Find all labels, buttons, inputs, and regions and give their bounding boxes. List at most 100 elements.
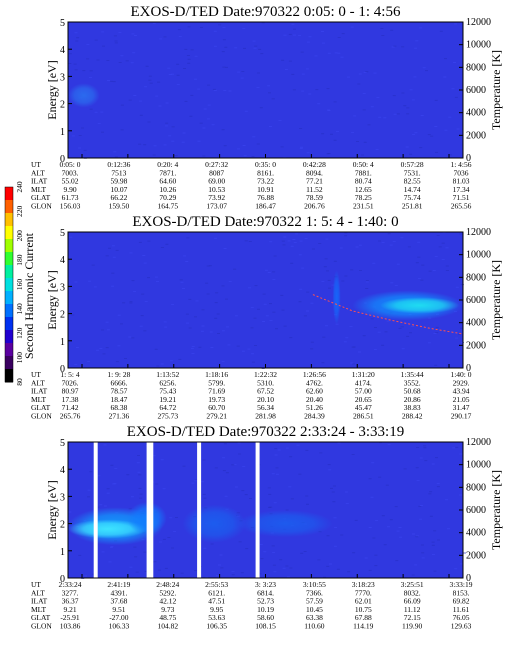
noise-cell [200,27,203,28]
noise-cell [455,446,459,448]
noise-cell [277,449,281,451]
noise-cell [327,110,331,112]
orbit-value: 159.50 [109,202,130,211]
orbit-value: 82.55 [404,177,421,186]
noise-cell [122,302,126,304]
noise-cell [163,144,167,146]
orbit-value: 164.75 [157,202,178,211]
noise-cell [213,45,217,47]
noise-cell [332,501,336,503]
noise-cell [419,518,423,520]
noise-cell [263,551,267,553]
orbit-value: 60.70 [208,403,225,412]
noise-cell [317,103,321,105]
noise-cell [163,36,167,38]
noise-cell [444,58,447,60]
noise-cell [222,470,226,472]
orbit-value: 53.63 [208,613,225,622]
noise-cell [202,459,206,461]
noise-cell [259,543,263,545]
orbit-value: 279.21 [206,412,227,421]
orbit-value: 7871. [159,168,176,177]
noise-cell [68,53,72,55]
noise-cell [129,566,133,568]
noise-cell [234,47,238,49]
y2-tick-label: 12000 [466,227,491,238]
noise-cell [358,73,362,75]
orbit-value: 9.95 [210,605,223,614]
noise-cell [185,313,189,315]
noise-cell [284,69,288,70]
noise-cell [448,116,452,118]
noise-cell [105,255,109,257]
noise-cell [298,35,302,37]
noise-cell [250,307,254,309]
noise-cell [144,86,148,88]
noise-cell [68,511,72,513]
noise-cell [233,463,237,465]
noise-cell [363,141,367,143]
noise-cell [163,321,167,323]
panel-title: EXOS-D/TED Date:970322 0:05: 0 - 1: 4:56 [131,4,401,20]
noise-cell [378,442,382,444]
noise-cell [143,144,147,146]
orbit-value: 19.73 [208,395,225,404]
orbit-value: 2:48:24 [156,580,179,589]
noise-cell [370,496,374,498]
noise-cell [155,483,159,485]
noise-cell [219,554,223,556]
noise-cell [387,444,391,446]
noise-cell [412,133,416,135]
y2-tick-label: 8000 [466,62,486,73]
y-tick-label: 1 [60,547,65,558]
noise-cell [139,497,143,499]
noise-cell [400,237,404,239]
colorbar-swatch [5,330,13,344]
noise-cell [74,364,78,366]
noise-cell [117,314,121,316]
noise-cell [120,55,124,57]
noise-cell [318,243,322,244]
noise-cell [298,301,302,303]
orbit-value: 7881. [355,168,372,177]
noise-cell [445,247,449,249]
noise-cell [274,448,278,450]
noise-cell [331,491,335,493]
noise-cell [396,113,400,115]
noise-cell [334,526,338,528]
noise-cell [143,330,147,332]
noise-cell [221,51,225,53]
panel-title: EXOS-D/TED Date:970322 1: 5: 4 - 1:40: 0 [132,214,398,230]
orbit-row-label: ILAT [31,597,48,606]
noise-cell [71,314,75,316]
noise-cell [138,487,142,489]
noise-cell [370,106,374,108]
noise-cell [437,539,440,541]
noise-cell [177,29,181,31]
colorbar-swatch [5,317,13,331]
noise-cell [283,325,287,327]
noise-cell [375,520,379,522]
noise-cell [111,285,115,287]
noise-cell [435,332,439,334]
noise-cell [310,341,314,343]
noise-cell [76,37,80,39]
noise-cell [373,72,377,74]
noise-cell [118,62,122,63]
y2-axis-label: Temperature [K] [489,50,503,130]
noise-cell [218,24,222,26]
noise-cell [210,347,214,348]
noise-cell [336,568,340,570]
orbit-value: 129.63 [451,622,472,631]
noise-cell [152,23,156,25]
temperature-trace [312,294,464,335]
noise-cell [269,303,272,305]
orbit-value: 77.21 [306,177,323,186]
noise-cell [89,70,93,72]
noise-cell [330,487,333,489]
noise-cell [198,346,202,348]
noise-cell [207,104,211,106]
noise-cell [419,505,423,506]
y2-tick-label: 4000 [466,108,486,119]
noise-cell [436,235,440,236]
